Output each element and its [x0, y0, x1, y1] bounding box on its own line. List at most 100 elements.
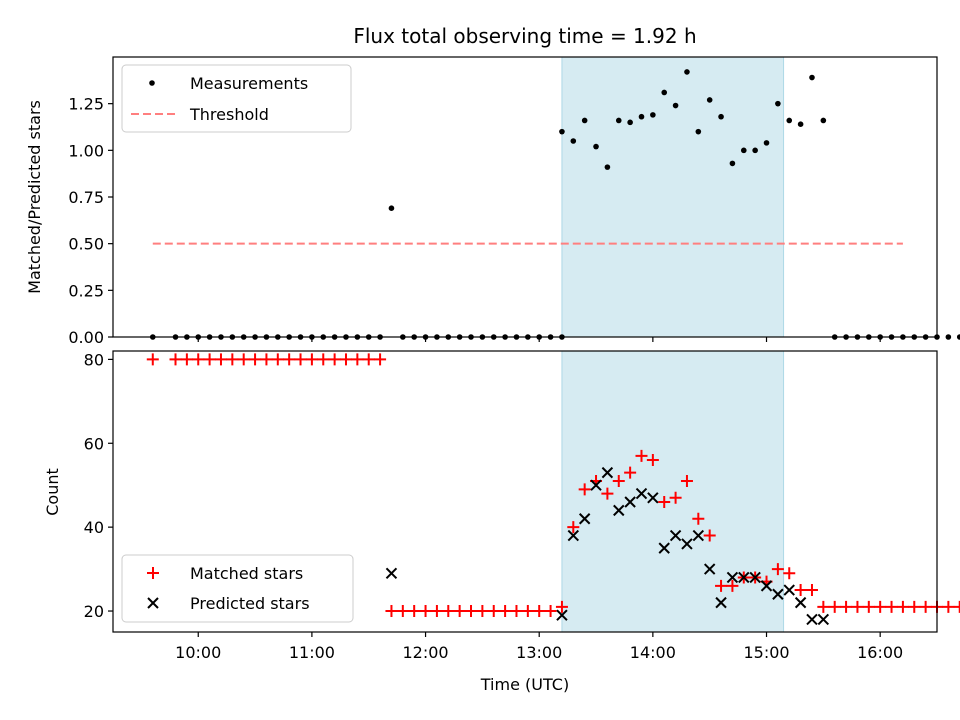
- matched-star-point: [283, 353, 296, 366]
- y-tick-label: 20: [84, 602, 104, 621]
- measurement-point: [604, 164, 611, 170]
- predicted-star-point: [658, 542, 670, 554]
- matched-star-point: [612, 475, 625, 488]
- matched-stars-points: [146, 353, 960, 618]
- legend-label-threshold: Threshold: [189, 105, 269, 124]
- predicted-star-point: [567, 529, 580, 542]
- matched-star-point: [260, 353, 273, 366]
- x-tick-label: 10:00: [175, 643, 221, 662]
- x-tick-label: 12:00: [402, 643, 448, 662]
- matched-star-point: [362, 353, 375, 366]
- matched-star-point: [180, 353, 193, 366]
- predicted-star-point: [556, 609, 568, 621]
- predicted-stars-points: [385, 466, 830, 626]
- measurement-point: [820, 117, 827, 124]
- x-tick-label: 13:00: [516, 643, 562, 662]
- matched-star-point: [351, 353, 364, 366]
- legend-marker-matched: [147, 567, 159, 579]
- predicted-star-point: [817, 613, 830, 626]
- y-tick-label: 0.75: [68, 188, 104, 207]
- measurement-point: [797, 121, 804, 127]
- bottom-axes-frame: [112, 350, 938, 633]
- matched-star-point: [237, 353, 250, 366]
- measurement-point: [786, 117, 793, 124]
- top-panel: 0.00 0.25 0.50 0.75 1.00 1.25 Matched/Predict…: [25, 56, 960, 347]
- matched-star-point: [533, 605, 546, 618]
- y-tick-label: 0.25: [68, 281, 104, 300]
- matched-star-point: [203, 353, 216, 366]
- predicted-star-point: [647, 492, 659, 504]
- measurement-point: [718, 113, 724, 120]
- matched-star-point: [896, 600, 909, 613]
- measurement-point: [559, 128, 565, 135]
- measurement-point: [672, 102, 679, 109]
- matched-star-point: [487, 605, 500, 618]
- x-tick-label: 14:00: [630, 643, 676, 662]
- matched-star-point: [499, 605, 512, 618]
- matched-star-point: [226, 353, 239, 366]
- matched-star-point: [419, 605, 432, 618]
- bottom-y-ticks: 20 40 60 80: [84, 350, 113, 621]
- matched-star-point: [249, 353, 262, 366]
- matched-star-point: [862, 600, 875, 613]
- measurement-point: [627, 119, 633, 126]
- matched-star-point: [567, 521, 580, 534]
- matched-star-point: [510, 605, 523, 618]
- matched-star-point: [942, 600, 955, 613]
- matched-star-point: [794, 584, 807, 597]
- x-tick-label: 15:00: [743, 643, 789, 662]
- measurement-point: [650, 112, 656, 118]
- predicted-star-point: [749, 571, 761, 584]
- y-tick-label: 0.50: [68, 235, 104, 254]
- matched-star-point: [430, 605, 443, 618]
- measurement-point: [945, 334, 952, 340]
- bottom-y-axis-label: Count: [43, 468, 62, 516]
- matched-star-point: [339, 353, 352, 366]
- measurement-point: [695, 128, 702, 135]
- matched-star-point: [658, 495, 671, 508]
- matched-star-point: [385, 605, 398, 618]
- legend-marker-measurements: [149, 80, 155, 86]
- measurement-point: [740, 147, 747, 154]
- matched-star-point: [396, 605, 409, 618]
- y-tick-label: 1.00: [68, 141, 104, 160]
- predicted-star-point: [601, 466, 614, 479]
- x-axis-label: Time (UTC): [480, 675, 569, 694]
- matched-star-point: [805, 584, 818, 597]
- bottom-x-ticks: 10:00 11:00 12:00 13:00 14:00 15:00 16:00: [175, 632, 903, 662]
- measurement-point: [706, 97, 713, 103]
- top-shaded-span: [561, 56, 785, 338]
- matched-star-point: [374, 353, 387, 366]
- measurement-point: [581, 117, 588, 124]
- predicted-star-point: [635, 487, 648, 500]
- measurement-point: [388, 205, 395, 211]
- matched-star-point: [601, 487, 614, 500]
- predicted-star-point: [783, 584, 795, 596]
- matched-star-point: [169, 353, 182, 366]
- matched-star-point: [908, 600, 921, 613]
- matched-star-point: [442, 605, 455, 618]
- matched-star-point: [828, 600, 841, 613]
- matched-star-point: [624, 466, 637, 479]
- matched-star-point: [408, 605, 421, 618]
- matched-star-point: [783, 567, 796, 580]
- legend-marker-predicted: [147, 597, 159, 609]
- legend-label-measurements: Measurements: [190, 74, 308, 93]
- matched-star-point: [669, 491, 682, 504]
- predicted-star-point: [738, 571, 750, 584]
- predicted-star-point: [681, 538, 693, 550]
- predicted-star-point: [760, 580, 773, 592]
- y-tick-label: 0.00: [68, 328, 104, 347]
- measurement-point: [638, 113, 645, 120]
- top-legend: Measurements Threshold: [121, 64, 352, 133]
- measurement-point: [763, 140, 770, 146]
- y-tick-label: 80: [84, 350, 104, 369]
- matched-star-point: [214, 353, 227, 366]
- predicted-star-point: [590, 479, 602, 491]
- predicted-star-point: [715, 596, 727, 609]
- matched-star-point: [271, 353, 284, 366]
- top-legend-box: [121, 64, 352, 133]
- matched-star-point: [771, 563, 784, 576]
- matched-star-point: [680, 475, 693, 488]
- matched-star-point: [817, 600, 830, 613]
